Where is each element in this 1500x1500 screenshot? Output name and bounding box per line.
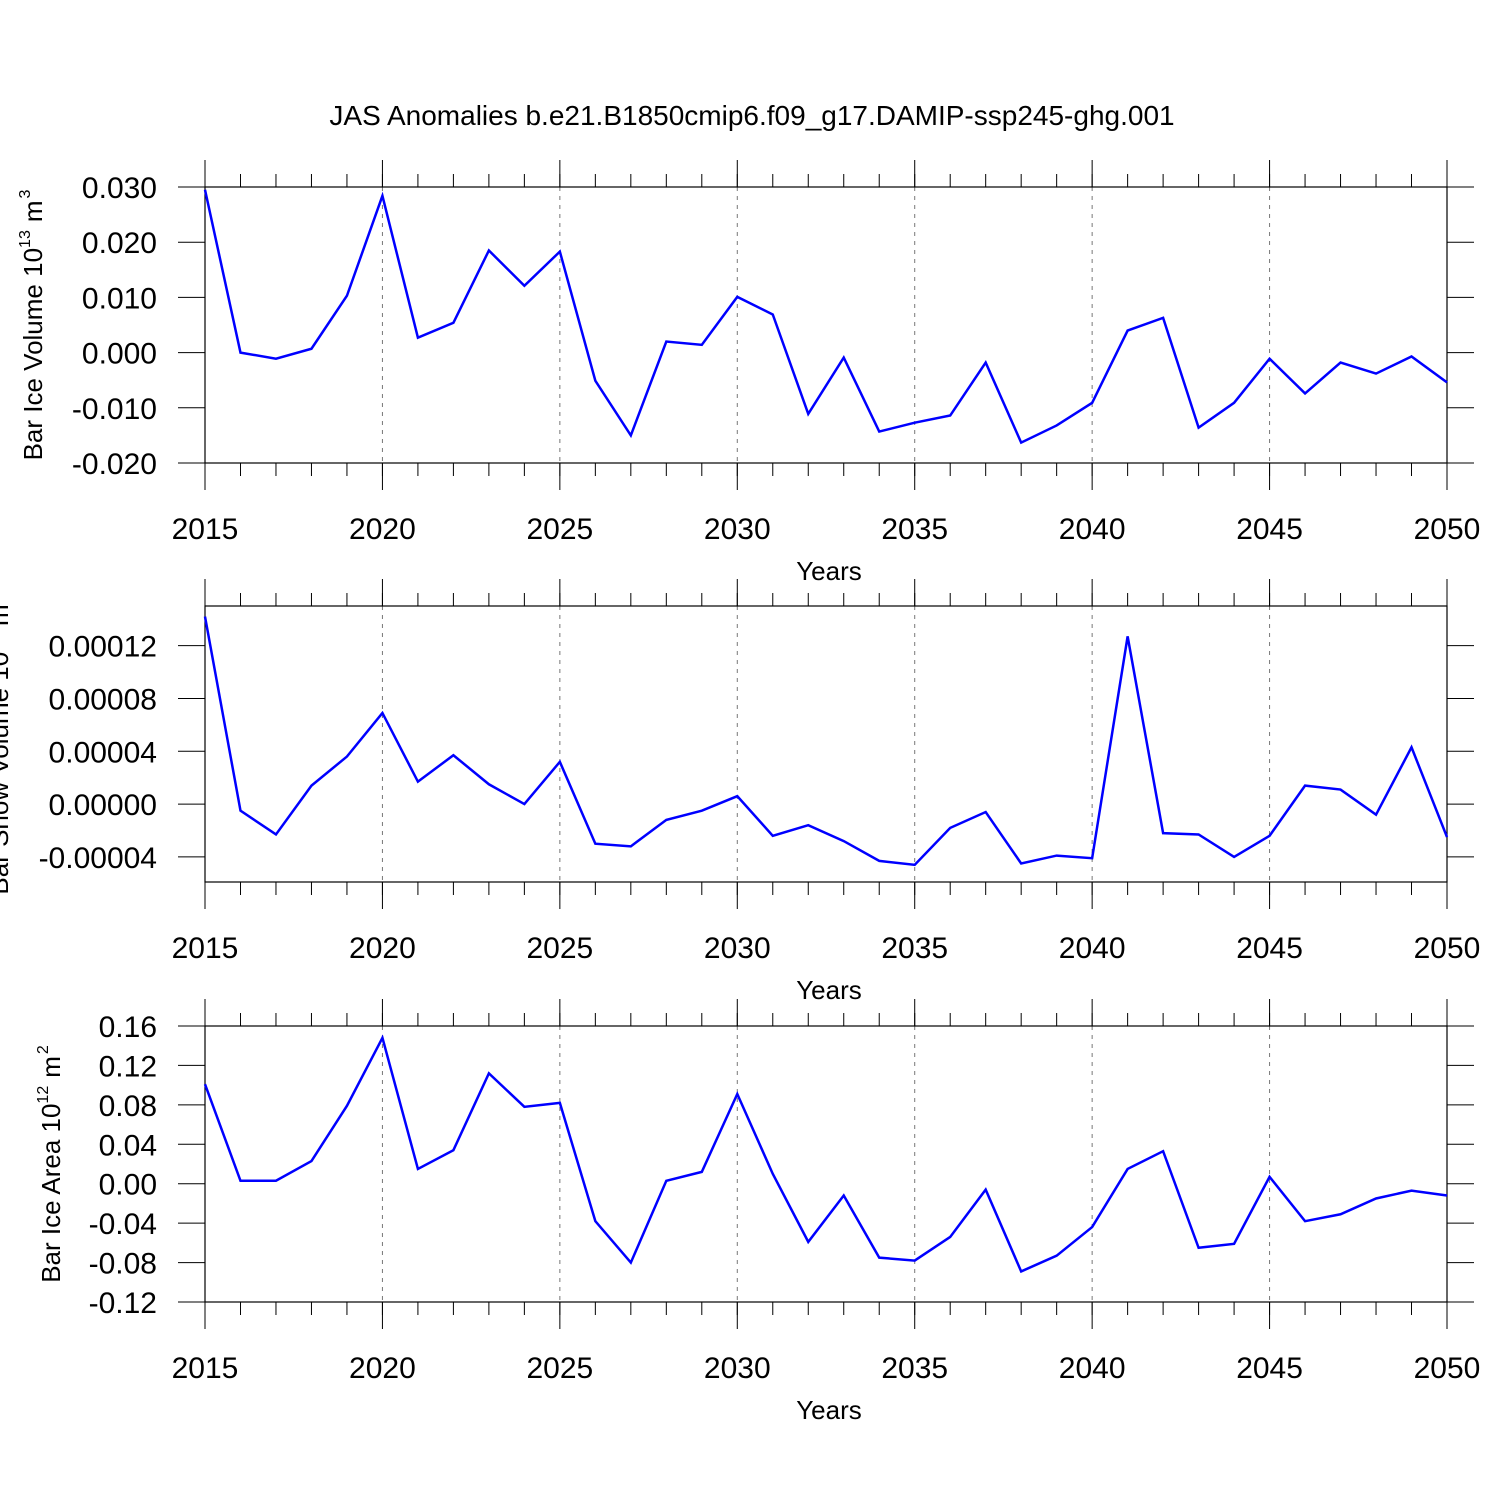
y-tick-label: -0.010 xyxy=(72,393,157,426)
x-tick-label: 2030 xyxy=(704,1352,771,1385)
y-tick-label: -0.08 xyxy=(89,1248,157,1281)
x-tick-label: 2050 xyxy=(1414,513,1481,546)
y-axis-label-unit-exponent: 3 xyxy=(17,189,34,198)
x-tick-label: 2040 xyxy=(1059,932,1126,965)
y-tick-label: 0.00008 xyxy=(49,683,157,716)
x-axis-label: Years xyxy=(796,1395,862,1425)
x-tick-label: 2050 xyxy=(1414,932,1481,965)
x-tick-label: 2020 xyxy=(349,513,416,546)
y-axis-label-text: Bar Snow Volume 10 xyxy=(0,652,14,895)
x-tick-label: 2035 xyxy=(881,932,948,965)
panel: 2015 2020 2025 2030 2035 2040 2045 2050 -0.12 -0.… xyxy=(35,999,1480,1425)
x-tick-label: 2015 xyxy=(172,513,239,546)
y-axis-label-text: Bar Ice Volume 10 xyxy=(18,248,48,460)
y-tick-label: -0.00004 xyxy=(39,842,157,875)
y-tick-label: 0.12 xyxy=(99,1050,157,1083)
x-tick-label: 2025 xyxy=(526,513,593,546)
y-axis-label: Bar Snow Volume 1013m3 xyxy=(0,593,14,894)
plot-frame xyxy=(204,605,1448,883)
y-tick-label: 0.08 xyxy=(99,1090,157,1123)
y-tick-label: 0.020 xyxy=(82,227,157,260)
y-axis-label: Bar Ice Area 1012 m 2 xyxy=(35,1045,66,1283)
y-axis-label: Bar Ice Volume 1013 m 3 xyxy=(17,189,48,460)
y-axis-label-unit-exponent: 2 xyxy=(35,1045,52,1054)
x-tick-label: 2030 xyxy=(704,932,771,965)
y-tick-label: -0.12 xyxy=(89,1287,157,1320)
y-tick-label: 0.000 xyxy=(82,338,157,371)
y-axis-label-exponent: 13 xyxy=(17,230,34,248)
x-tick-label: 2050 xyxy=(1414,1352,1481,1385)
x-tick-label: 2025 xyxy=(526,932,593,965)
y-axis-label-text: Bar Ice Area 10 xyxy=(36,1104,66,1283)
figure-title: JAS Anomalies b.e21.B1850cmip6.f09_g17.D… xyxy=(329,100,1174,131)
y-axis-label-unit: m xyxy=(0,604,14,626)
data-line xyxy=(203,616,1449,867)
x-tick-label: 2020 xyxy=(349,932,416,965)
x-tick-label: 2040 xyxy=(1059,513,1126,546)
x-tick-label: 2030 xyxy=(704,513,771,546)
data-line xyxy=(203,1034,1448,1274)
y-axis-label-exponent: 12 xyxy=(35,1086,52,1104)
y-axis-label-unit: m xyxy=(18,200,48,222)
x-axis-label: Years xyxy=(796,975,862,1005)
x-tick-label: 2045 xyxy=(1236,932,1303,965)
x-tick-label: 2025 xyxy=(526,1352,593,1385)
y-tick-label: 0.00012 xyxy=(49,631,157,664)
x-tick-label: 2045 xyxy=(1236,1352,1303,1385)
x-axis-label: Years xyxy=(796,556,862,586)
plot-frame xyxy=(204,186,1448,464)
y-tick-label: 0.16 xyxy=(99,1011,157,1044)
y-tick-label: 0.00000 xyxy=(49,789,157,822)
x-tick-label: 2035 xyxy=(881,513,948,546)
y-tick-label: 0.010 xyxy=(82,282,157,315)
panel: 2015 2020 2025 2030 2035 2040 2045 2050 -0.00004… xyxy=(0,579,1480,1005)
y-tick-label: 0.00 xyxy=(99,1169,157,1202)
plot-frame xyxy=(204,1025,1448,1303)
y-tick-label: 0.04 xyxy=(99,1129,157,1162)
panel: 2015 2020 2025 2030 2035 2040 2045 2050 -0.020 -0… xyxy=(17,160,1480,586)
y-tick-label: 0.00004 xyxy=(49,736,157,769)
x-tick-label: 2020 xyxy=(349,1352,416,1385)
y-axis-label-unit: m xyxy=(36,1056,66,1078)
x-tick-label: 2045 xyxy=(1236,513,1303,546)
x-tick-label: 2015 xyxy=(172,1352,239,1385)
y-tick-label: 0.030 xyxy=(82,172,157,205)
y-tick-label: -0.04 xyxy=(89,1208,157,1241)
x-tick-label: 2015 xyxy=(172,932,239,965)
x-tick-label: 2040 xyxy=(1059,1352,1126,1385)
y-tick-label: -0.020 xyxy=(72,448,157,481)
data-line xyxy=(203,189,1448,445)
x-tick-label: 2035 xyxy=(881,1352,948,1385)
